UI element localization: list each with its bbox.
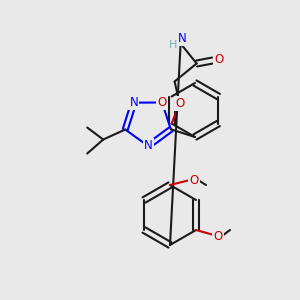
Text: O: O: [158, 96, 166, 109]
Text: O: O: [189, 173, 199, 187]
Text: O: O: [213, 230, 223, 242]
Text: O: O: [175, 97, 184, 110]
Text: N: N: [178, 32, 187, 45]
Text: O: O: [214, 53, 223, 66]
Text: N: N: [144, 140, 152, 152]
Text: H: H: [168, 40, 177, 50]
Text: N: N: [129, 96, 138, 109]
